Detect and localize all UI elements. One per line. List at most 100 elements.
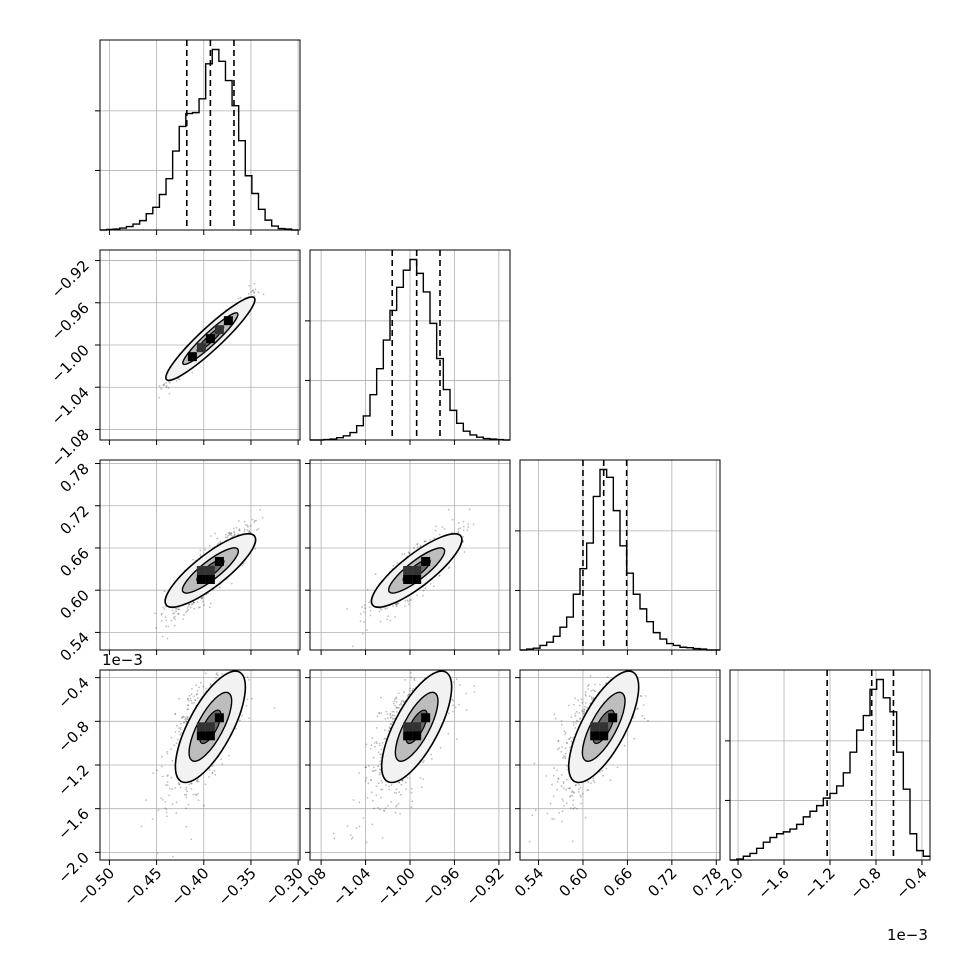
scatter-point — [431, 758, 433, 760]
density-cell — [206, 731, 215, 740]
scatter-point — [455, 707, 457, 709]
scatter-point — [394, 715, 396, 717]
scatter-point — [175, 610, 177, 612]
scatter-point — [162, 607, 164, 609]
scatter-point — [174, 787, 176, 789]
scatter-point — [168, 794, 170, 796]
scatter-point — [376, 743, 378, 745]
scatter-point — [463, 526, 465, 528]
scatter-point — [186, 791, 188, 793]
scatter-point — [176, 725, 178, 727]
scatter-point — [214, 770, 216, 772]
scatter-point — [178, 782, 180, 784]
scatter-point — [166, 751, 168, 753]
scatter-point — [360, 620, 362, 622]
scatter-point — [258, 291, 260, 293]
scatter-point — [400, 784, 402, 786]
scatter-point — [405, 788, 407, 790]
scatter-point — [376, 727, 378, 729]
scatter-point — [365, 766, 367, 768]
scatter-point — [347, 825, 349, 827]
density-cell — [215, 325, 224, 334]
scatter-point — [385, 807, 387, 809]
scatter-point — [452, 519, 454, 521]
scatter-point — [210, 535, 212, 537]
scatter-point — [173, 617, 175, 619]
scatter-point — [387, 713, 389, 715]
scatter-point — [465, 693, 467, 695]
density-cell — [412, 722, 421, 731]
scatter-point — [366, 842, 368, 844]
scatter-point — [175, 731, 177, 733]
density-cell — [412, 575, 421, 584]
scatter-point — [352, 645, 354, 647]
scatter-point — [386, 619, 388, 621]
scatter-point — [391, 716, 393, 718]
scatter-point — [193, 702, 195, 704]
scatter-point — [168, 626, 170, 628]
scatter-point — [590, 690, 592, 692]
scatter-point — [191, 688, 193, 690]
scatter-point — [196, 693, 198, 695]
scatter-point — [411, 788, 413, 790]
scatter-point — [411, 800, 413, 802]
scatter-point — [178, 731, 180, 733]
scatter-point — [389, 620, 391, 622]
scatter-point — [378, 782, 380, 784]
density-cell — [197, 575, 206, 584]
scatter-point — [395, 696, 397, 698]
scatter-point — [169, 393, 171, 395]
scatter-point — [422, 762, 424, 764]
scatter-point — [229, 532, 231, 534]
scatter-point — [394, 698, 396, 700]
scatter-point — [458, 704, 460, 706]
y-tick-label: −1.2 — [54, 761, 92, 799]
scatter-point — [575, 713, 577, 715]
panel-3-0: −0.50 −0.45 −0.40 −0.35 −0.30−2.0−1.6−1.2−0.… — [54, 662, 307, 910]
density-cell — [197, 566, 206, 575]
scatter-point — [180, 787, 182, 789]
scatter-point — [414, 679, 416, 681]
scatter-point — [633, 738, 635, 740]
scatter-point — [227, 535, 229, 537]
scatter-point — [239, 720, 241, 722]
scatter-point — [226, 537, 228, 539]
scatter-point — [390, 714, 392, 716]
scatter-point — [366, 629, 368, 631]
scatter-point — [377, 807, 379, 809]
scatter-point — [380, 621, 382, 623]
density-cell — [403, 722, 412, 731]
scatter-point — [174, 625, 176, 627]
scatter-point — [186, 716, 188, 718]
scatter-point — [152, 772, 154, 774]
scatter-point — [155, 627, 157, 629]
scatter-point — [172, 856, 174, 858]
scatter-point — [370, 615, 372, 617]
scatter-point — [179, 379, 181, 381]
scatter-point — [372, 770, 374, 772]
scatter-point — [197, 690, 199, 692]
scatter-point — [373, 770, 375, 772]
scatter-point — [173, 612, 175, 614]
scatter-point — [381, 609, 383, 611]
scatter-point — [395, 806, 397, 808]
scatter-point — [388, 726, 390, 728]
scatter-point — [222, 763, 224, 765]
scatter-point — [231, 583, 233, 585]
scatter-point — [467, 523, 469, 525]
panel-3-1: −1.08 −1.04 −1.00 −0.96 −0.92 — [285, 662, 510, 910]
density-cell — [215, 713, 224, 722]
y-tick-label: −1.00 — [48, 341, 93, 386]
scatter-point — [183, 722, 185, 724]
scatter-point — [202, 686, 204, 688]
panel-2-0: 0.540.600.660.720.78 — [56, 460, 300, 665]
scatter-point — [253, 292, 255, 294]
scatter-point — [358, 802, 360, 804]
scatter-point — [350, 834, 352, 836]
density-cell — [197, 731, 206, 740]
scatter-point — [185, 789, 187, 791]
scatter-point — [165, 620, 167, 622]
scatter-point — [191, 604, 193, 606]
scatter-point — [197, 697, 199, 699]
